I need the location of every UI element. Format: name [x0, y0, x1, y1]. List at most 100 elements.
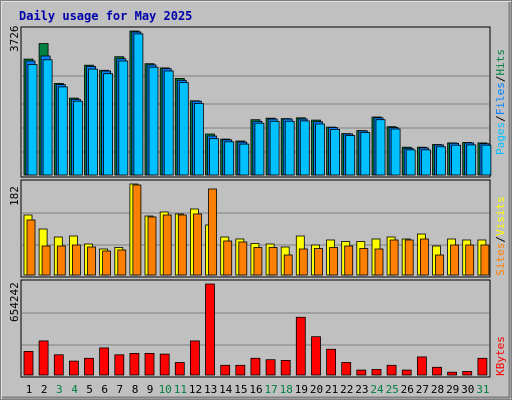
day-label-23: 23	[355, 383, 368, 396]
day-label-3: 3	[56, 383, 63, 396]
day-label-11: 11	[174, 383, 187, 396]
legend-sites: Sites	[494, 243, 507, 276]
day-label-5: 5	[86, 383, 93, 396]
day-label-16: 16	[249, 383, 262, 396]
bar-kbytes-day-27	[416, 356, 427, 376]
bar-pages-day-12	[193, 103, 204, 176]
bar-kbytes-day-7	[114, 354, 125, 376]
bar-pages-day-5	[88, 68, 98, 176]
legend-hits: Hits	[494, 49, 507, 76]
bar-sites-day-21	[329, 247, 339, 276]
bar-kbytes-day-2	[38, 340, 49, 376]
bar-sites-day-16	[253, 247, 263, 276]
bar-pages-day-6	[103, 73, 113, 176]
bar-pages-day-25	[390, 128, 401, 176]
bar-sites-day-5	[87, 246, 96, 276]
bar-kbytes-day-24	[371, 368, 382, 376]
bar-sites-day-20	[314, 248, 323, 276]
bar-kbytes-day-8	[129, 352, 140, 376]
bar-pages-day-30	[466, 144, 477, 176]
bar-sites-day-24	[374, 248, 384, 276]
bar-kbytes-day-1	[23, 350, 34, 376]
bar-pages-day-17	[269, 120, 280, 176]
bar-sites-day-26	[404, 239, 414, 276]
day-label-15: 15	[234, 383, 247, 396]
bars-pages-files-hits	[23, 30, 492, 176]
bar-pages-day-14	[224, 141, 235, 176]
bar-kbytes-day-11	[174, 362, 185, 376]
bar-kbytes-day-25	[386, 364, 397, 376]
day-label-30: 30	[461, 383, 474, 396]
max-label-kbytes: 654242	[8, 282, 21, 322]
bar-pages-day-1	[27, 64, 38, 176]
bars-visits-sites	[23, 183, 490, 276]
bar-kbytes-day-26	[401, 369, 412, 376]
bar-kbytes-day-9	[144, 352, 155, 376]
day-label-2: 2	[41, 383, 48, 396]
day-label-26: 26	[401, 383, 414, 396]
legend-visits: Visits	[494, 196, 507, 236]
legend-sep-1: /	[494, 115, 507, 122]
chart-title: Daily usage for May 2025	[19, 9, 192, 23]
bar-pages-day-3	[57, 86, 68, 176]
legend-pages-files-hits: Pages/Files/Hits	[494, 49, 507, 155]
bar-kbytes-day-5	[84, 357, 94, 376]
bar-kbytes-day-19	[295, 316, 306, 376]
bar-kbytes-day-28	[432, 366, 442, 376]
day-label-18: 18	[280, 383, 293, 396]
legend-files: Files	[494, 82, 507, 115]
legend-kbytes-label: KBytes	[494, 336, 507, 376]
bar-sites-day-28	[435, 254, 444, 276]
bar-sites-day-1	[26, 219, 36, 276]
bar-pages-day-22	[345, 135, 356, 176]
bar-kbytes-day-10	[159, 353, 170, 376]
day-label-14: 14	[219, 383, 233, 396]
bar-kbytes-day-30	[462, 371, 473, 376]
day-label-29: 29	[446, 383, 459, 396]
bar-pages-day-15	[239, 143, 250, 176]
bar-pages-day-21	[330, 128, 341, 176]
day-label-19: 19	[295, 383, 308, 396]
bar-sites-day-2	[41, 245, 51, 276]
bar-kbytes-day-6	[99, 347, 109, 376]
bar-sites-day-12	[192, 213, 202, 276]
panel-pages-files-hits: 3726 Pages/Files/Hits	[8, 26, 507, 178]
bar-sites-day-11	[177, 214, 187, 276]
day-label-24: 24	[370, 383, 384, 396]
day-label-8: 8	[132, 383, 139, 396]
panel-kbytes: 654242 KBytes	[8, 279, 507, 378]
bar-pages-day-7	[118, 60, 129, 176]
bar-sites-day-23	[359, 248, 369, 276]
day-label-31: 31	[476, 383, 489, 396]
bar-kbytes-day-22	[341, 362, 352, 376]
panel-visits-sites: 182 Sites/Visits	[8, 179, 507, 278]
bar-sites-day-9	[147, 216, 157, 276]
bar-sites-day-18	[283, 254, 293, 276]
bar-pages-day-10	[163, 70, 174, 176]
bar-kbytes-day-17	[265, 359, 276, 376]
day-label-27: 27	[416, 383, 429, 396]
bar-kbytes-day-15	[235, 364, 246, 376]
bar-kbytes-day-29	[447, 371, 458, 376]
day-label-6: 6	[101, 383, 108, 396]
day-label-25: 25	[386, 383, 399, 396]
bar-pages-day-16	[254, 122, 265, 176]
day-label-1: 1	[26, 383, 33, 396]
day-label-21: 21	[325, 383, 338, 396]
bar-kbytes-day-13	[205, 283, 215, 376]
bar-sites-day-22	[344, 245, 354, 276]
day-label-13: 13	[204, 383, 217, 396]
day-labels: 1 2 3 4 5 6 7 8 9 10 11 12 13 14 15 16 17 18 19 20 21 22 23 24 2…	[26, 383, 490, 396]
legend-sep-3: /	[494, 236, 507, 243]
bar-sites-day-31	[480, 244, 490, 276]
bar-pages-day-13	[209, 138, 219, 176]
bar-sites-day-27	[419, 238, 429, 276]
bar-sites-day-25	[389, 239, 399, 276]
bar-kbytes-day-16	[250, 357, 261, 376]
bar-pages-day-31	[481, 144, 492, 176]
bar-kbytes-day-20	[311, 336, 321, 376]
bar-kbytes-day-31	[477, 357, 488, 376]
bar-sites-day-15	[238, 241, 248, 276]
max-label-visits-sites: 182	[8, 186, 21, 206]
